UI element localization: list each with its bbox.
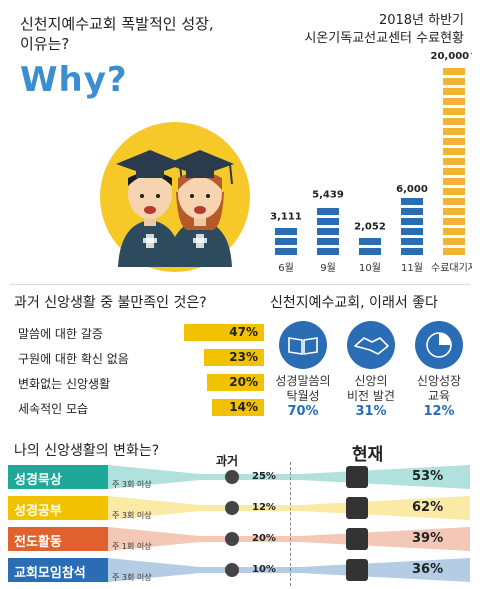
change-row-now-pct: 39% (412, 531, 444, 546)
change-label-box (8, 465, 108, 489)
good-item-3-pct: 12% (423, 404, 455, 419)
good-item-3-label1: 신앙성장 (416, 374, 462, 388)
dissatisfaction-bar (184, 324, 264, 341)
bar-category-label-4: 11월 (401, 262, 423, 274)
now-person-icon (346, 528, 368, 550)
bar-value-label-5: 20,000↑ (431, 51, 472, 62)
change-band (108, 558, 470, 582)
dissatisfaction-row: 세속적인 모습 14% (14, 397, 264, 419)
dissatisfaction-bar (212, 399, 264, 416)
change-row-past-pct: 10% (252, 564, 276, 575)
change-label-box (8, 496, 108, 520)
now-person-icon (346, 559, 368, 581)
past-person-icon (225, 470, 239, 484)
good-item-1-pct: 70% (287, 404, 319, 419)
past-label: 과거 (216, 454, 239, 468)
good-title: 신천지예수교회, 이래서 좋다 (270, 295, 438, 311)
good-item-3-label2: 교육 (427, 389, 451, 403)
good-item-1-label2: 탁월성 (286, 389, 320, 403)
dissatisfaction-pct: 23% (229, 350, 258, 364)
graduates-illustration (100, 122, 250, 272)
bar-1 (275, 228, 297, 255)
dissatisfaction-title: 과거 신앙생활 중 불만족인 것은? (14, 295, 207, 311)
now-label: 현재 (352, 445, 384, 465)
good-item-2-pct: 31% (355, 404, 387, 419)
past-now-divider (290, 462, 291, 586)
graduate-female-icon (166, 150, 234, 267)
handshake-icon (347, 321, 395, 369)
change-row-freq: 주 1회 이상 (112, 542, 152, 551)
past-person-icon (225, 532, 239, 546)
change-row-label: 전도활동 (14, 535, 62, 550)
dissatisfaction-bar (204, 349, 264, 366)
change-row-past-pct: 25% (252, 471, 276, 482)
change-row-now-pct: 36% (412, 562, 444, 577)
bar-value-label-2: 5,439 (312, 189, 344, 200)
good-item-2-label1: 신앙의 (354, 374, 388, 388)
change-label-box (8, 527, 108, 551)
dissatisfaction-pct: 47% (229, 325, 258, 339)
change-band (108, 496, 470, 520)
past-person-icon (225, 563, 239, 577)
change-row-freq: 주 3회 이상 (112, 480, 152, 489)
bar-5 (443, 68, 465, 255)
change-title: 나의 신앙생활의 변화는? (14, 443, 160, 459)
good-item-2-label2: 비전 발견 (347, 389, 395, 403)
dissatisfaction-row: 구원에 대한 확신 없음 23% (14, 347, 264, 369)
bar-value-label-1: 3,111 (270, 211, 302, 222)
change-rows: 성경묵상 주 3회 이상 25% 53% 성경공부 주 3회 이상 12% 62% 전도활동 주 … (0, 462, 480, 588)
bar-category-label-3: 10월 (359, 262, 381, 274)
change-label-box (8, 558, 108, 582)
dissatisfaction-label: 말씀에 대한 갈증 (18, 327, 103, 341)
change-row-freq: 주 3회 이상 (112, 573, 152, 582)
good-item-1-label1: 성경말씀의 (275, 374, 331, 388)
dissatisfaction-pct: 20% (229, 375, 258, 389)
bar-chart-title-1: 2018년 하반기 (378, 13, 464, 28)
bar-chart-title-2: 시온기독교선교센터 수료현황 (304, 31, 464, 46)
change-row-now-pct: 62% (412, 500, 444, 515)
bar-3 (359, 238, 381, 255)
graduate-male-icon (116, 150, 184, 267)
now-person-icon (346, 497, 368, 519)
change-row-label: 성경묵상 (14, 473, 62, 488)
dissatisfaction-list: 말씀에 대한 갈증 47% 구원에 대한 확신 없음 23% 변화없는 신앙생활 20% 세… (14, 322, 264, 432)
divider (10, 284, 470, 285)
change-row-label: 성경공부 (14, 504, 62, 519)
bar-category-label-2: 9월 (320, 262, 336, 274)
pie-icon (415, 321, 463, 369)
good-item-1: 성경말씀의 탁월성 70% (272, 320, 334, 419)
change-band (108, 465, 470, 489)
dissatisfaction-label: 구원에 대한 확신 없음 (18, 352, 129, 366)
headline-line2: 이유는? (20, 35, 70, 53)
dissatisfaction-bar (206, 374, 264, 391)
bar-value-label-3: 2,052 (354, 222, 386, 233)
change-bands (8, 465, 470, 582)
why-text: Why? (20, 60, 128, 100)
change-row-past-pct: 12% (252, 502, 276, 513)
bar-4 (401, 198, 423, 255)
good-items: 성경말씀의 탁월성 70% 신앙의 비전 발견 31% 신앙성장 교육 12% (270, 320, 470, 440)
bar-value-label-4: 6,000 (396, 184, 428, 195)
bar-2 (317, 208, 339, 255)
change-band (108, 527, 470, 551)
dissatisfaction-row: 말씀에 대한 갈증 47% (14, 322, 264, 344)
headline-line1: 신천지예수교회 폭발적인 성장, (20, 15, 214, 33)
past-person-icon (225, 501, 239, 515)
good-item-2: 신앙의 비전 발견 31% (340, 320, 402, 419)
bar-category-label-1: 6월 (278, 262, 294, 274)
change-row-freq: 주 3회 이상 (112, 511, 152, 520)
change-row-label: 교회모임참석 (14, 566, 86, 581)
dissatisfaction-label: 세속적인 모습 (18, 402, 89, 416)
now-person-icon (346, 466, 368, 488)
completion-bar-chart: 3,111 6월 5,439 9월 2,052 10월 6,000 11월 20,000↑ 수료대… (270, 51, 472, 274)
bar-category-label-5: 수료대기자 (431, 262, 472, 274)
dissatisfaction-label: 변화없는 신앙생활 (18, 377, 111, 391)
change-row-past-pct: 20% (252, 533, 276, 544)
change-row-now-pct: 53% (412, 469, 444, 484)
dissatisfaction-pct: 14% (229, 400, 258, 414)
book-icon (279, 321, 327, 369)
dissatisfaction-row: 변화없는 신앙생활 20% (14, 372, 264, 394)
good-item-3: 신앙성장 교육 12% (408, 320, 470, 419)
